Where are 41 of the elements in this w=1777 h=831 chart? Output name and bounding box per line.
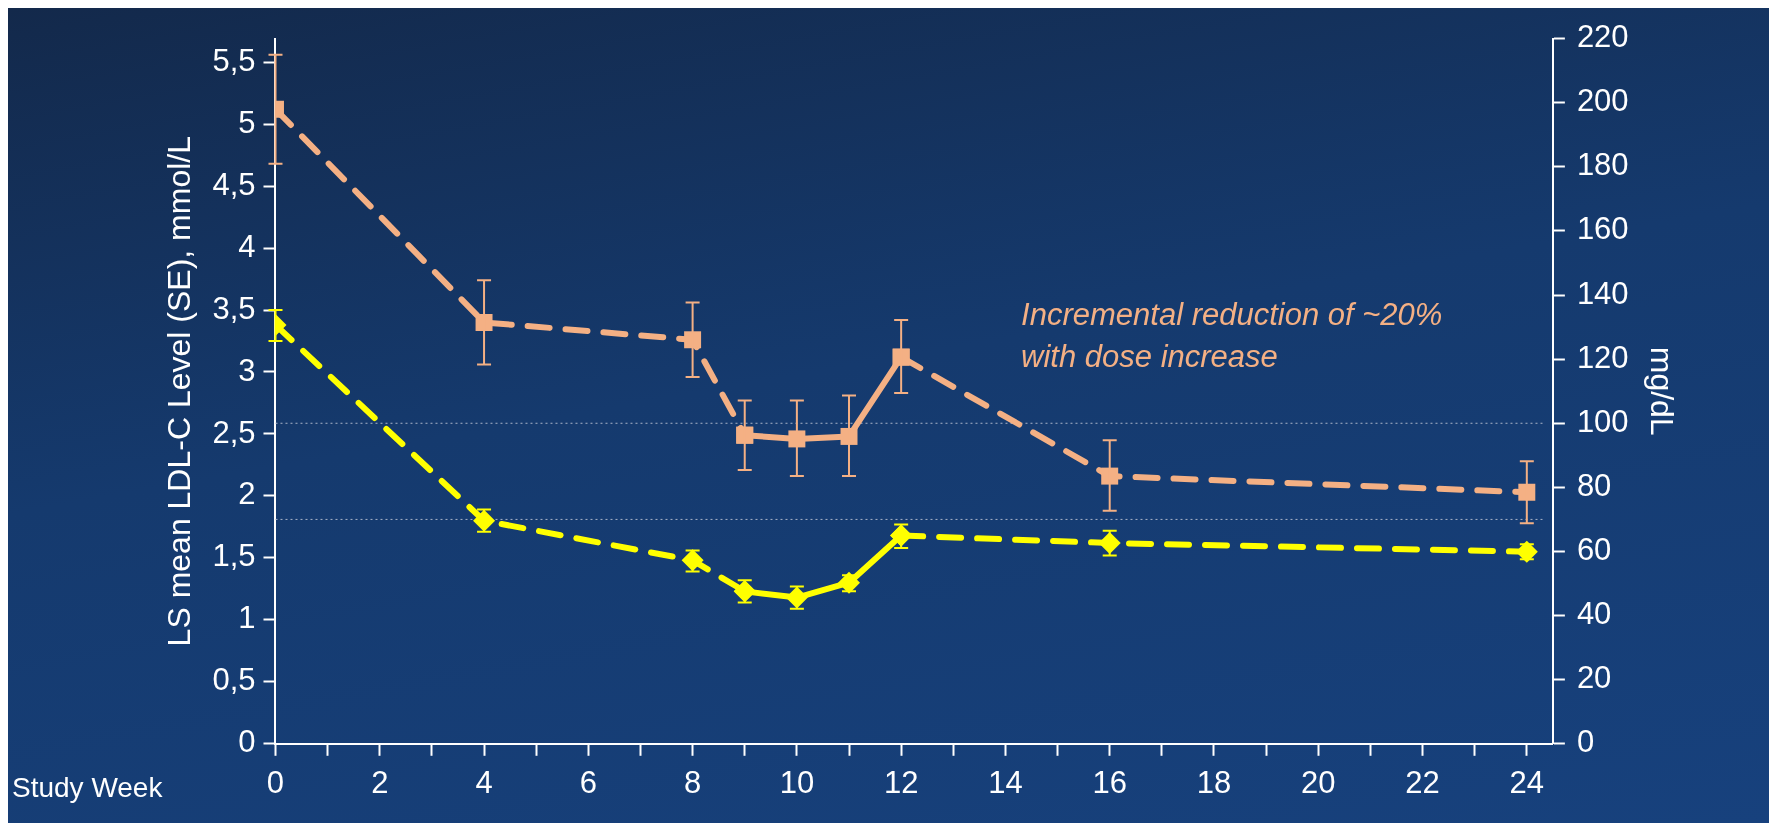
x-tick-label: 16	[1092, 764, 1127, 800]
x-tick-label: 22	[1405, 764, 1440, 800]
y2-tick-label: 20	[1576, 660, 1612, 696]
x-tick-label: 18	[1196, 764, 1232, 800]
x-tick-label: 20	[1301, 764, 1336, 800]
y2-tick-label: 0	[1576, 724, 1595, 760]
y-tick-label: 3,5	[212, 290, 256, 326]
y2-tick-label: 180	[1576, 147, 1629, 183]
y2-tick-label: 60	[1576, 532, 1612, 568]
x-tick-label: 4	[475, 764, 493, 800]
y2-axis-title: mg/dL	[1643, 346, 1680, 436]
y-tick-label: 5,5	[212, 42, 256, 78]
x-tick-label: 8	[683, 764, 702, 800]
x-tick-label: 6	[579, 764, 597, 800]
y-tick-label: 4	[238, 228, 256, 264]
y2-tick-label: 220	[1576, 19, 1629, 55]
x-tick-label: 12	[883, 764, 919, 800]
annotation: Incremental reduction of ~20% with dose increase	[1021, 296, 1443, 374]
y-tick-label: 1,5	[212, 538, 256, 574]
y-axis-title: LS mean LDL-C Level (SE), mmol/L	[161, 136, 198, 647]
x-tick-label: 2	[371, 764, 389, 800]
y2-tick-label: 140	[1576, 275, 1629, 311]
x-tick-label: 10	[779, 764, 815, 800]
y-tick-label: 1	[238, 600, 256, 636]
y-tick-label: 0	[238, 724, 256, 760]
y-tick-label: 2	[238, 476, 256, 512]
y-tick-label: 5	[238, 104, 256, 140]
x-tick-label: 14	[988, 764, 1023, 800]
y2-tick-label: 80	[1576, 467, 1612, 503]
x-tick-label: 24	[1509, 764, 1545, 800]
y-tick-label: 3	[238, 352, 256, 388]
y2-tick-label: 120	[1576, 339, 1629, 375]
y2-tick-label: 100	[1576, 403, 1629, 439]
y-tick-label: 0,5	[212, 662, 256, 698]
y2-tick-label: 160	[1576, 211, 1629, 247]
y2-tick-label: 200	[1576, 83, 1629, 119]
y-tick-label: 2,5	[212, 414, 256, 450]
y-tick-label: 4,5	[212, 166, 256, 202]
y2-tick-label: 40	[1576, 596, 1612, 632]
x-axis-title: Study Week	[12, 771, 164, 803]
x-tick-label: 0	[266, 764, 285, 800]
